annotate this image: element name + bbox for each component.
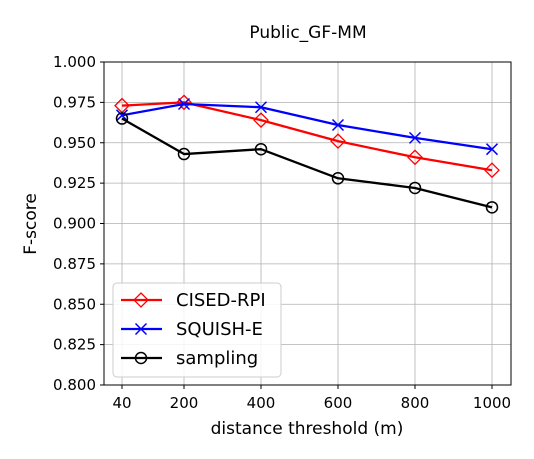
data-point xyxy=(115,109,129,122)
data-point xyxy=(254,142,268,156)
data-point xyxy=(408,181,422,195)
legend-marker xyxy=(134,351,148,365)
series-group xyxy=(114,94,500,214)
data-point xyxy=(331,172,345,185)
y-tick-label: 0.850 xyxy=(53,295,96,313)
legend-item: CISED-RPI xyxy=(121,290,266,311)
x-tick-label: 1000 xyxy=(473,394,511,412)
chart-title: Public_GF-MM xyxy=(249,23,366,43)
x-axis-label: distance threshold (m) xyxy=(211,419,404,439)
data-point xyxy=(115,112,129,125)
y-tick-label: 0.875 xyxy=(53,255,96,273)
data-point xyxy=(485,143,499,156)
y-tick-label: 0.825 xyxy=(53,336,96,354)
data-point xyxy=(253,112,269,129)
x-tick-label: 400 xyxy=(247,394,276,412)
y-tick-label: 0.950 xyxy=(53,134,96,152)
data-point xyxy=(177,97,191,111)
data-point xyxy=(330,133,346,150)
plot-frame xyxy=(103,61,512,386)
data-point xyxy=(485,201,499,214)
legend-label: SQUISH-E xyxy=(176,319,263,340)
data-point xyxy=(408,131,422,144)
series-line xyxy=(121,102,493,151)
data-point xyxy=(254,101,268,114)
legend-label: CISED-RPI xyxy=(176,290,266,311)
legend-marker xyxy=(133,292,149,308)
series-diamond xyxy=(114,94,500,179)
data-point xyxy=(484,162,500,179)
x-tick-label: 40 xyxy=(112,394,131,412)
x-tick-label: 600 xyxy=(324,394,353,412)
legend-label: sampling xyxy=(176,348,258,369)
series-line xyxy=(121,117,493,209)
data-point xyxy=(331,118,345,132)
series-x xyxy=(115,97,499,156)
legend-item: SQUISH-E xyxy=(121,319,263,340)
x-tick-label: 200 xyxy=(170,394,199,412)
y-axis-ticks: 0.800 0.825 0.850 0.875 0.900 0.925 0.950 0.975… xyxy=(53,53,104,394)
legend-marker xyxy=(134,322,148,336)
legend-box xyxy=(112,282,282,378)
y-tick-label: 0.975 xyxy=(53,93,96,111)
legend-item: sampling xyxy=(121,348,258,369)
y-tick-label: 1.000 xyxy=(53,53,96,71)
x-tick-label: 800 xyxy=(401,394,430,412)
y-tick-label: 0.925 xyxy=(53,174,96,192)
x-axis-ticks: 40 200 400 600 800 1000 xyxy=(112,385,511,412)
y-tick-label: 0.900 xyxy=(53,215,96,233)
legend: CISED-RPI SQUISH-E sampling xyxy=(112,282,282,378)
data-point xyxy=(177,147,191,161)
grid xyxy=(104,61,511,386)
series-line xyxy=(121,101,493,172)
data-point xyxy=(407,149,423,166)
y-tick-label: 0.800 xyxy=(53,376,96,394)
y-axis-label: F-score xyxy=(21,193,41,255)
series-circle xyxy=(115,112,499,214)
